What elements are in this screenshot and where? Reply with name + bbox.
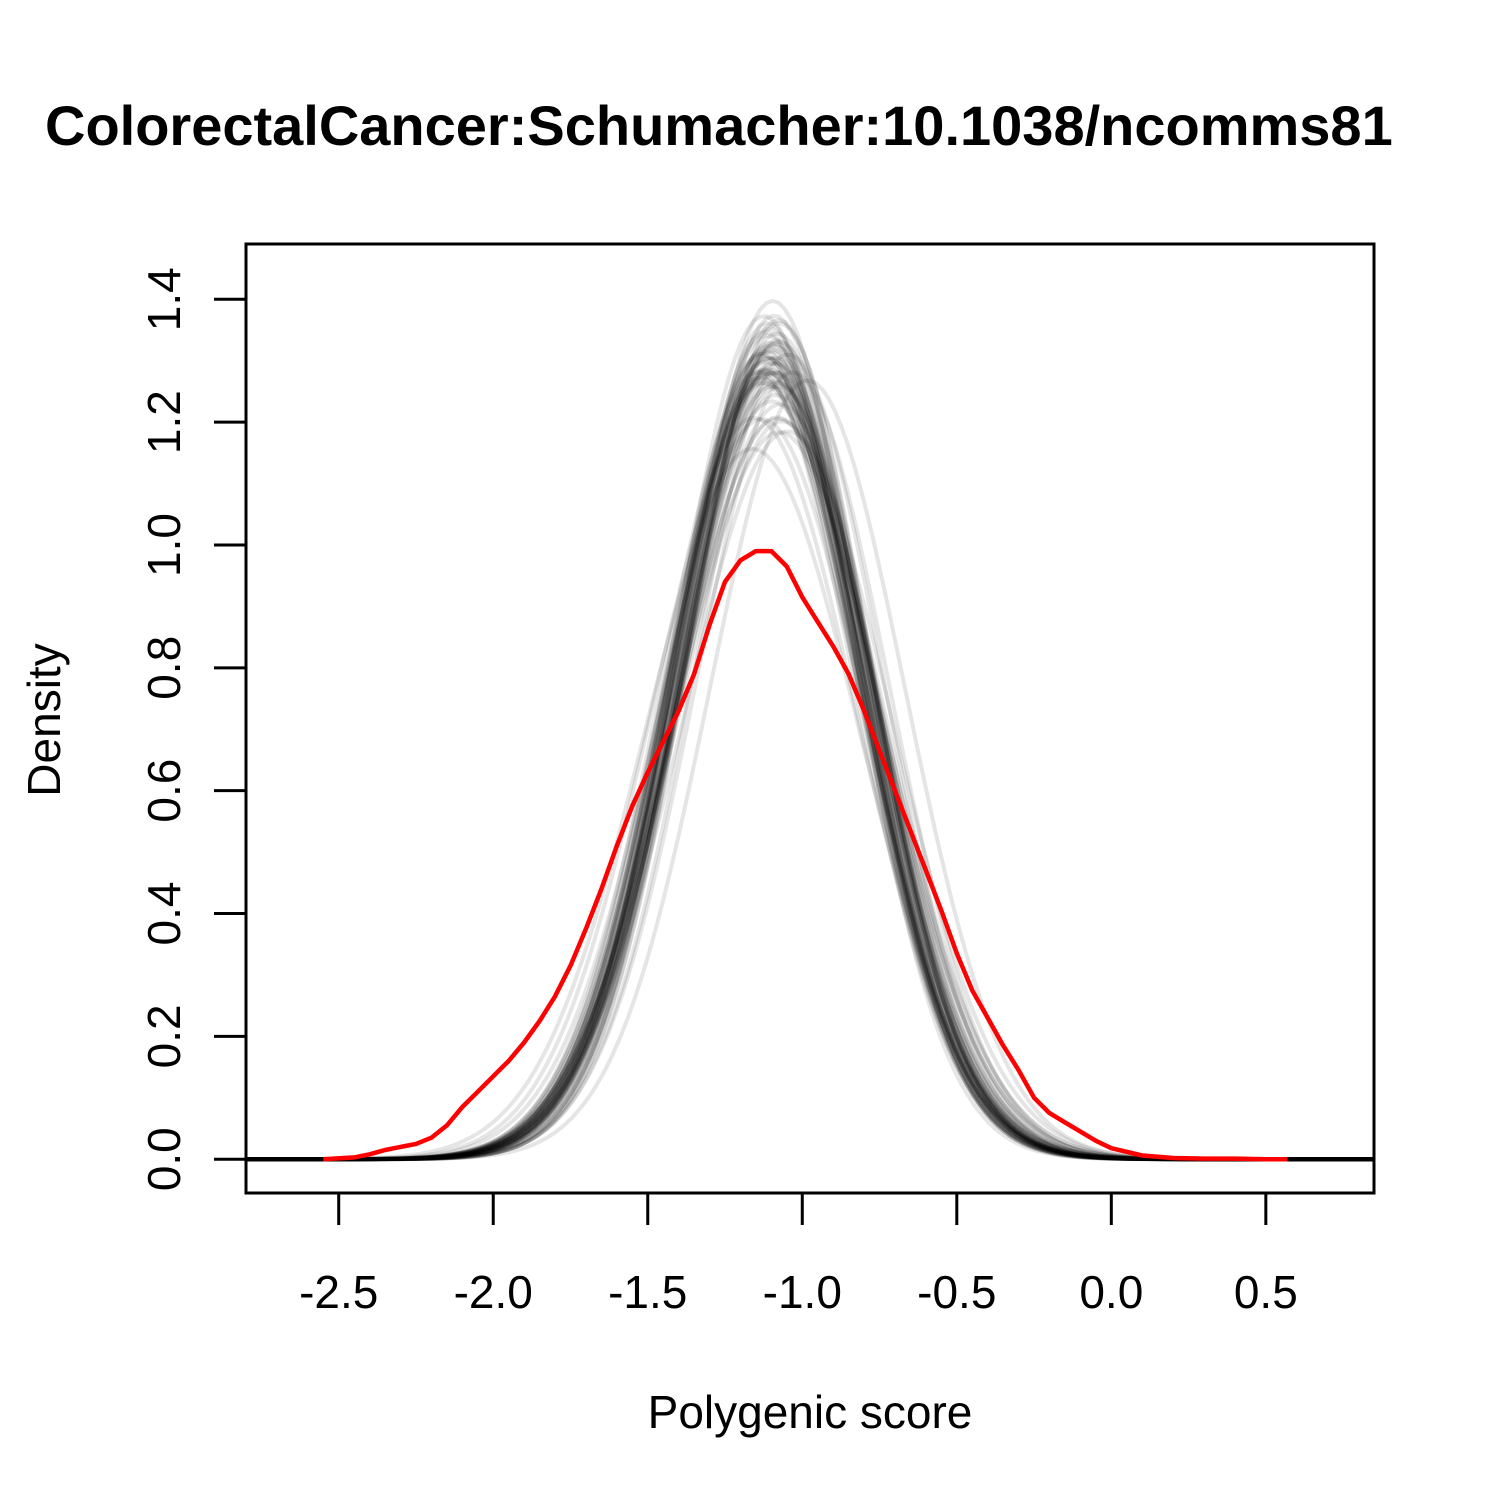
x-tick-label: -2.5	[299, 1266, 378, 1318]
simulated-density-line	[246, 367, 1374, 1162]
simulated-density-line	[246, 416, 1374, 1162]
x-tick-label: -0.5	[917, 1266, 996, 1318]
y-tick-label: 1.2	[138, 390, 190, 454]
simulated-density-line	[246, 417, 1374, 1162]
simulated-density-curves	[246, 298, 1374, 1162]
y-tick-label: 0.8	[138, 636, 190, 700]
y-axis-label: Density	[18, 643, 70, 796]
simulated-density-line	[246, 419, 1374, 1162]
x-tick-label: 0.0	[1079, 1266, 1143, 1318]
y-tick-label: 1.0	[138, 513, 190, 577]
x-tick-label: 0.5	[1234, 1266, 1298, 1318]
y-tick-label: 0.2	[138, 1004, 190, 1068]
simulated-density-line	[246, 370, 1374, 1162]
simulated-density-line	[246, 370, 1374, 1162]
simulated-density-line	[246, 370, 1374, 1162]
observed-density-layer	[323, 548, 1288, 1162]
observed-density-line	[323, 548, 1288, 1162]
chart-title: ColorectalCancer:Schumacher:10.1038/ncom…	[45, 94, 1393, 157]
y-tick-label: 0.4	[138, 882, 190, 946]
simulated-density-line	[246, 393, 1374, 1162]
simulated-density-line	[246, 368, 1374, 1162]
y-tick-label: 0.0	[138, 1127, 190, 1191]
y-axis: 0.0 0.2 0.4 0.6 0.8 1.0 1.2 1.4	[138, 267, 248, 1191]
x-tick-label: -2.0	[454, 1266, 533, 1318]
x-tick-label: -1.0	[763, 1266, 842, 1318]
simulated-density-line	[246, 446, 1374, 1162]
x-axis-label: Polygenic score	[648, 1386, 973, 1438]
y-tick-label: 1.4	[138, 267, 190, 331]
simulated-density-line	[246, 367, 1374, 1162]
x-tick-label: -1.5	[608, 1266, 687, 1318]
simulated-density-line	[246, 370, 1374, 1162]
x-axis: -2.5 -2.0 -1.5 -1.0 -0.5 0.0 0.5	[299, 1191, 1298, 1318]
simulated-density-line	[246, 415, 1374, 1162]
y-tick-label: 0.6	[138, 759, 190, 823]
simulated-density-line	[246, 370, 1374, 1162]
